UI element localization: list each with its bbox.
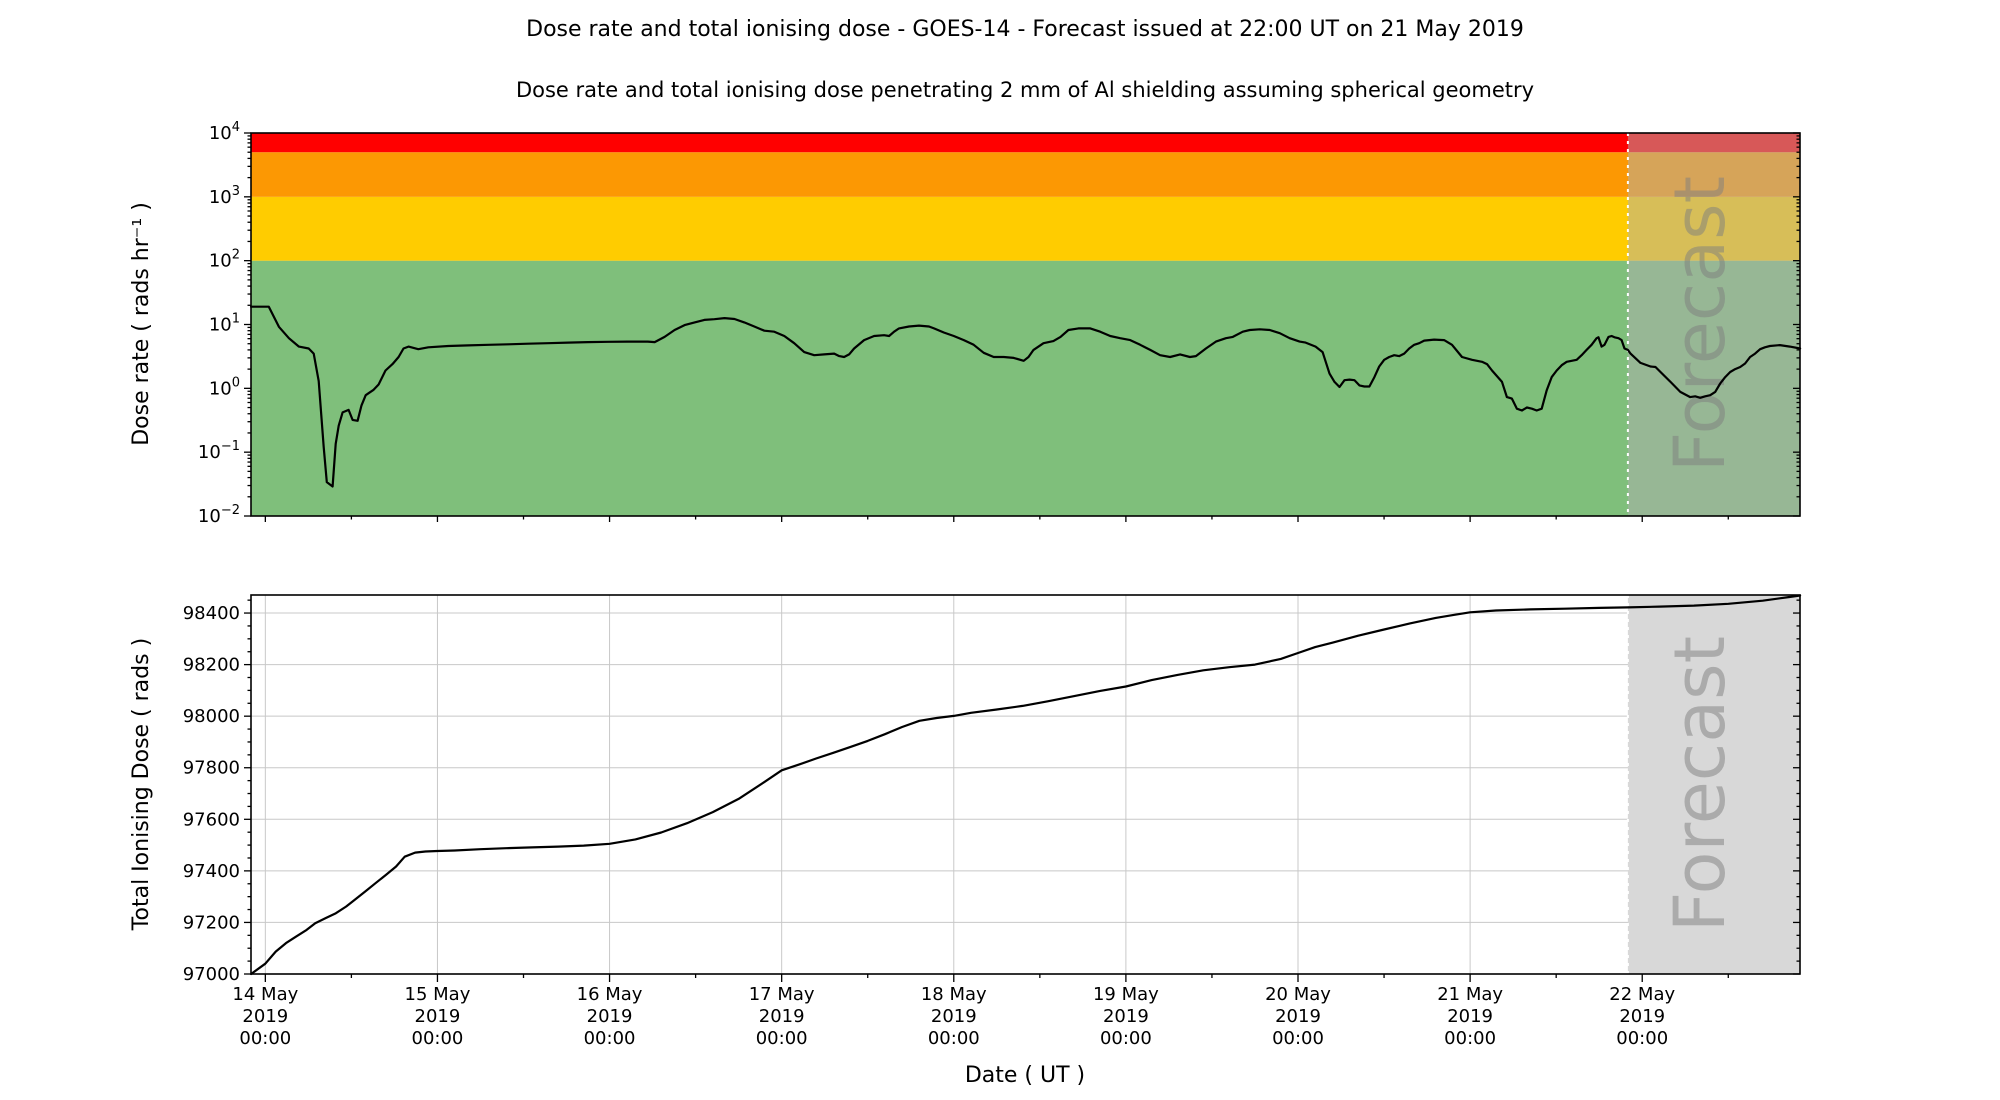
date-tick-label: 20 May 2019 00:00 bbox=[1265, 984, 1331, 1049]
forecast-watermark-dose-rate: Forecast bbox=[1659, 176, 1741, 472]
tid-forecast-patch bbox=[1626, 595, 1800, 974]
date-tick-label: 16 May 2019 00:00 bbox=[577, 984, 643, 1049]
dose-rate-ytick-label: 102 bbox=[209, 248, 240, 272]
tid-axes: 97000 97200 97400 97600 97800 98000 98200 98400… bbox=[183, 594, 1801, 1049]
dose-rate-curve bbox=[250, 305, 1802, 488]
band-yellow bbox=[251, 196, 1800, 261]
page-subtitle: Dose rate and total ionising dose penetr… bbox=[516, 78, 1534, 102]
date-tick-label: 21 May 2019 00:00 bbox=[1437, 984, 1503, 1049]
date-tick-label: 19 May 2019 00:00 bbox=[1093, 984, 1159, 1049]
page-title: Dose rate and total ionising dose - GOES… bbox=[526, 17, 1524, 42]
dose-rate-bands bbox=[251, 133, 1800, 516]
tid-ytick-label: 97400 bbox=[183, 861, 240, 882]
date-tick-label: 14 May 2019 00:00 bbox=[232, 984, 298, 1049]
dose-rate-axes: 104 103 102 101 100 10−1 10−2 bbox=[198, 120, 1801, 527]
tid-ytick-label: 97000 bbox=[183, 964, 240, 985]
tid-ytick-label: 97800 bbox=[183, 758, 240, 779]
x-axis-label: Date ( UT ) bbox=[965, 1063, 1085, 1088]
tid-ytick-label: 98400 bbox=[183, 603, 240, 624]
dose-rate-ytick-label: 100 bbox=[209, 375, 240, 399]
band-green bbox=[251, 260, 1800, 516]
band-red bbox=[251, 133, 1800, 153]
tid-curve bbox=[250, 594, 1802, 976]
dose-rate-y-axis-label: Dose rate ( rads hr⁻¹ ) bbox=[129, 202, 154, 446]
forecast-watermark-tid: Forecast bbox=[1659, 636, 1741, 932]
dose-rate-ytick-label: 104 bbox=[209, 120, 240, 144]
tid-curve-layer bbox=[250, 594, 1802, 976]
dose-rate-curve-layer bbox=[250, 305, 1802, 488]
dose-rate-ytick-label: 10−1 bbox=[198, 439, 240, 463]
tid-ytick-label: 97200 bbox=[183, 912, 240, 933]
date-tick-label: 15 May 2019 00:00 bbox=[405, 984, 471, 1049]
date-tick-label: 18 May 2019 00:00 bbox=[921, 984, 987, 1049]
tid-gridlines bbox=[251, 595, 1800, 974]
dose-rate-forecast-overlay bbox=[1627, 133, 1800, 516]
dose-rate-ytick-label: 10−2 bbox=[198, 503, 240, 527]
dose-rate-ytick-label: 101 bbox=[209, 312, 240, 336]
tid-ytick-label: 97600 bbox=[183, 809, 240, 830]
date-tick-label: 17 May 2019 00:00 bbox=[749, 984, 815, 1049]
tid-ytick-label: 98200 bbox=[183, 655, 240, 676]
date-tick-label: 22 May 2019 00:00 bbox=[1609, 984, 1675, 1049]
dose-rate-ytick-label: 103 bbox=[209, 184, 240, 208]
tid-ytick-label: 98000 bbox=[183, 706, 240, 727]
band-orange bbox=[251, 152, 1800, 197]
tid-y-axis-label: Total Ionising Dose ( rads ) bbox=[129, 638, 154, 931]
